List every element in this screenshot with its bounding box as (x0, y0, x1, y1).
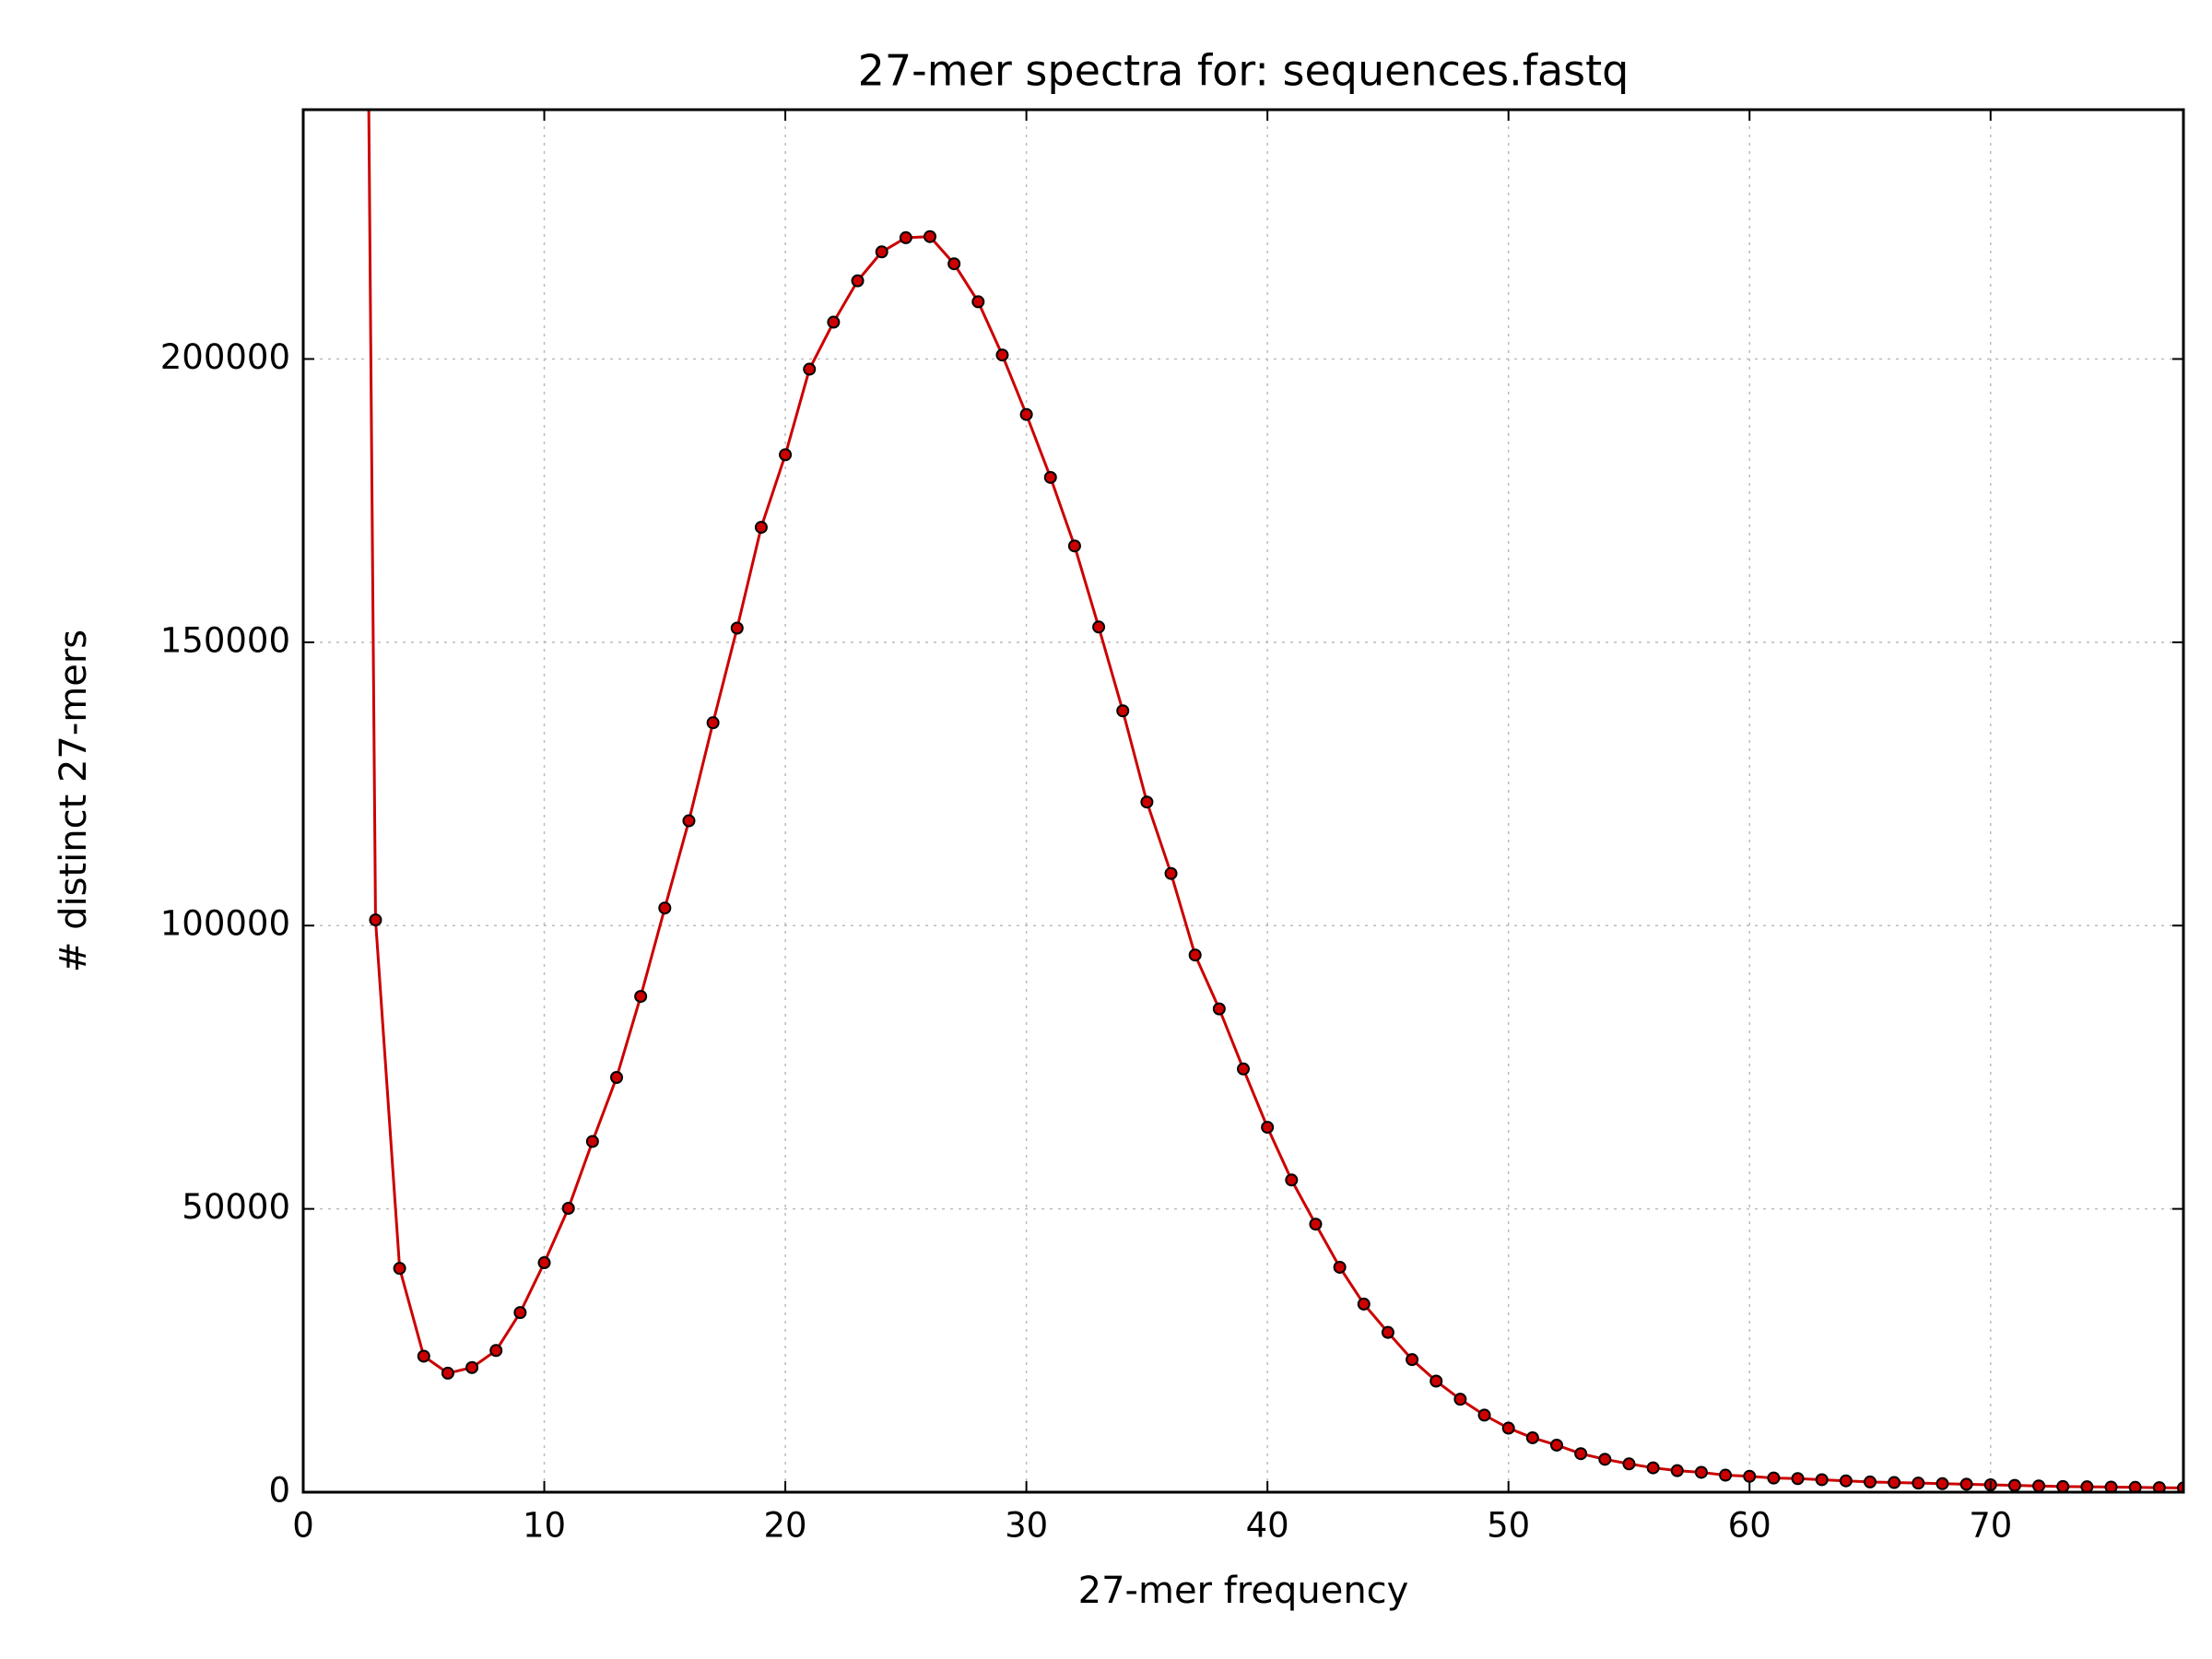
data-point (1212, 1002, 1226, 1016)
data-point (706, 716, 720, 730)
chart-title: 27-mer spectra for: sequences.fastq (858, 46, 1630, 96)
data-point (1694, 1465, 1708, 1479)
x-tick-label: 60 (1728, 1506, 1771, 1546)
data-point (634, 990, 648, 1004)
x-tick-label: 20 (764, 1506, 807, 1546)
data-point (417, 1349, 430, 1363)
data-point (465, 1360, 479, 1374)
data-point (1043, 470, 1057, 484)
grid (302, 110, 2183, 1493)
data-point (1261, 1121, 1275, 1135)
y-tick-label: 150000 (160, 620, 290, 660)
y-tick-label: 100000 (160, 904, 290, 944)
data-point (2104, 1480, 2118, 1492)
data-point (1285, 1173, 1299, 1187)
data-point (1815, 1473, 1829, 1487)
data-point (803, 362, 817, 376)
data-point (2032, 1479, 2046, 1492)
data-point (585, 1135, 599, 1148)
data-point (513, 1306, 527, 1320)
data-point (1381, 1325, 1394, 1339)
data-point (1912, 1477, 1925, 1490)
data-point (2056, 1479, 2070, 1492)
data-point (1019, 407, 1033, 421)
data-point (1574, 1447, 1588, 1461)
data-point (489, 1344, 503, 1358)
y-axis-label: # distinct 27-mers (53, 629, 95, 972)
data-point (561, 1202, 575, 1216)
data-point (1477, 1408, 1491, 1422)
data-point (875, 245, 888, 259)
data-point (441, 1366, 454, 1380)
data-point (1839, 1474, 1853, 1488)
data-point (779, 448, 793, 462)
data-point (1430, 1374, 1443, 1388)
data-point (1309, 1218, 1323, 1231)
data-point (1357, 1297, 1371, 1311)
x-tick-label: 0 (292, 1506, 314, 1546)
data-point (1116, 704, 1130, 718)
data-point (1092, 620, 1106, 634)
data-point (1670, 1464, 1684, 1477)
x-tick-label: 50 (1487, 1506, 1530, 1546)
data-point (1164, 866, 1178, 880)
data-point (1501, 1421, 1515, 1435)
data-point (2152, 1481, 2166, 1492)
data-point (827, 315, 841, 329)
data-point (730, 621, 744, 635)
data-point (1550, 1438, 1563, 1452)
data-point (1719, 1468, 1733, 1482)
plot-frame (301, 108, 2185, 1494)
data-point (393, 1262, 406, 1276)
data-point (1406, 1353, 1419, 1367)
data-point (1959, 1477, 1973, 1491)
data-point (1646, 1461, 1660, 1475)
data-point (1767, 1471, 1781, 1485)
plot-area (367, 110, 2183, 1492)
data-point (1140, 795, 1154, 809)
data-point (1888, 1476, 1901, 1489)
data-point (1936, 1477, 1949, 1490)
data-point (971, 295, 985, 309)
axes: 0 10 20 30 40 50 60 70 0 50000 100000 150000 200000 (160, 110, 2183, 1546)
data-point (899, 230, 912, 244)
data-point (610, 1071, 623, 1084)
x-tick-label: 70 (1969, 1506, 2012, 1546)
data-point (2128, 1480, 2142, 1492)
data-point (1622, 1457, 1636, 1471)
data-point (658, 901, 672, 915)
data-point (1333, 1260, 1347, 1274)
y-tick-label: 0 (268, 1471, 290, 1511)
data-point (851, 274, 865, 288)
data-point (682, 814, 696, 828)
data-point (1067, 539, 1081, 553)
data-point (1237, 1062, 1250, 1076)
data-point (2080, 1480, 2094, 1492)
data-point (924, 229, 936, 243)
x-tick-label: 40 (1246, 1506, 1289, 1546)
data-point (1791, 1472, 1805, 1486)
data-point (754, 521, 768, 535)
data-point (1864, 1475, 1877, 1488)
data-point (1188, 948, 1202, 962)
data-point (1598, 1453, 1612, 1466)
data-point (369, 913, 382, 927)
data-point (995, 348, 1009, 362)
x-tick-label: 10 (523, 1506, 566, 1546)
data-point (1453, 1393, 1467, 1406)
data-point (2007, 1478, 2021, 1492)
data-point (1525, 1430, 1539, 1444)
data-point (537, 1256, 551, 1270)
data-point (947, 257, 961, 271)
x-tick-label: 30 (1005, 1506, 1048, 1546)
x-axis-label: 27-mer frequency (1078, 1570, 1409, 1612)
data-point (1743, 1469, 1757, 1483)
y-tick-label: 200000 (160, 337, 290, 377)
y-tick-label: 50000 (182, 1187, 290, 1227)
